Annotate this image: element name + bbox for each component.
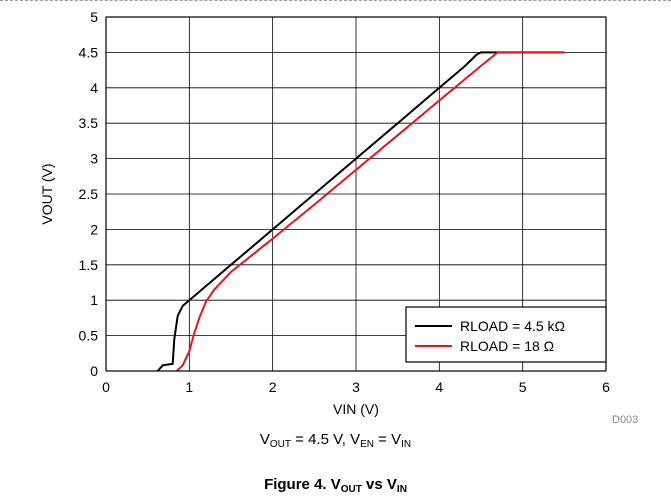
condition-eq1: = 4.5 V, bbox=[291, 431, 351, 448]
plot-frame bbox=[105, 16, 607, 372]
legend-label-rload-18: RLOAD = 18 Ω bbox=[460, 338, 554, 354]
x-tick-label: 1 bbox=[185, 379, 193, 395]
y-tick-label: 3.5 bbox=[79, 115, 99, 131]
y-tick-label: 2.5 bbox=[79, 186, 99, 202]
caption-prefix: Figure 4. bbox=[264, 476, 331, 493]
y-tick-label: 1.5 bbox=[79, 257, 99, 273]
x-tick-label: 6 bbox=[602, 379, 610, 395]
test-condition: VOUT = 4.5 V, VEN = VIN bbox=[0, 431, 671, 450]
caption-v1: V bbox=[330, 476, 341, 493]
caption-vs: vs bbox=[361, 476, 387, 493]
y-axis-label: VOUT (V) bbox=[39, 163, 55, 224]
condition-v1: V bbox=[259, 431, 270, 448]
y-tick-label: 2 bbox=[90, 221, 98, 237]
x-tick-label: 5 bbox=[519, 379, 527, 395]
y-tick-label: 0 bbox=[90, 363, 98, 379]
series-lines bbox=[156, 51, 565, 372]
tick-labels: 0 1 2 3 4 5 6 0 0.5 1 1.5 2 2.5 3 3.5 4 4.5 5 bbox=[79, 9, 611, 395]
caption-v1-sub: OUT bbox=[340, 484, 362, 495]
x-axis-label: VIN (V) bbox=[333, 401, 379, 417]
condition-v3-sub: IN bbox=[401, 439, 412, 450]
x-tick-label: 3 bbox=[352, 379, 360, 395]
y-tick-label: 5 bbox=[90, 9, 98, 25]
condition-v3: V bbox=[391, 431, 402, 448]
figure-code-label: D003 bbox=[612, 414, 639, 426]
top-rule bbox=[0, 0, 671, 1]
series-line-1 bbox=[176, 51, 565, 372]
y-tick-label: 4 bbox=[90, 80, 98, 96]
condition-v2-sub: EN bbox=[360, 439, 374, 450]
legend: RLOAD = 4.5 kΩ RLOAD = 18 Ω bbox=[405, 306, 607, 363]
legend-box bbox=[405, 306, 607, 363]
x-tick-label: 4 bbox=[435, 379, 443, 395]
y-tick-label: 3 bbox=[90, 151, 98, 167]
legend-label-rload-4k5: RLOAD = 4.5 kΩ bbox=[460, 318, 565, 334]
series-line-0 bbox=[156, 51, 565, 372]
condition-eq2: = bbox=[374, 431, 392, 448]
y-tick-label: 0.5 bbox=[79, 328, 99, 344]
condition-v1-sub: OUT bbox=[269, 439, 291, 450]
x-tick-label: 2 bbox=[269, 379, 277, 395]
figure-caption: Figure 4. VOUT vs VIN bbox=[0, 476, 671, 495]
caption-v2: V bbox=[386, 476, 397, 493]
y-tick-label: 1 bbox=[90, 292, 98, 308]
y-tick-label: 4.5 bbox=[79, 44, 99, 60]
line-chart: 0 1 2 3 4 5 6 0 0.5 1 1.5 2 2.5 3 3.5 4 4.5 5 VIN (V) VOU… bbox=[39, 9, 611, 417]
caption-v2-sub: IN bbox=[396, 484, 407, 495]
condition-v2: V bbox=[350, 431, 361, 448]
x-tick-label: 0 bbox=[102, 379, 110, 395]
